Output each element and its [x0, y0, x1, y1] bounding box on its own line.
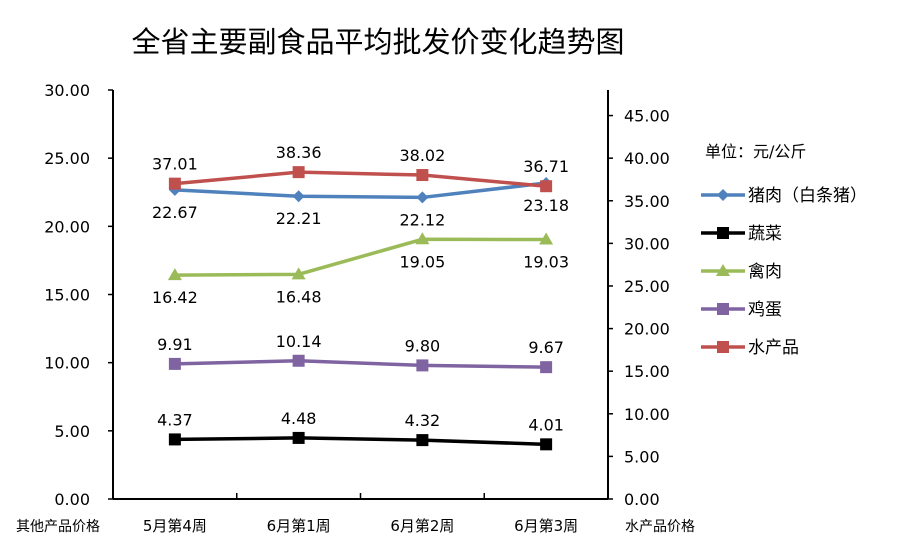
- data-label: 22.21: [276, 209, 322, 228]
- diamond-marker: [416, 191, 429, 204]
- data-label: 38.36: [276, 143, 322, 162]
- data-label: 38.02: [399, 146, 445, 165]
- right-tick-label: 15.00: [624, 362, 670, 381]
- triangle-marker: [167, 268, 182, 281]
- triangle-marker: [539, 232, 554, 245]
- right-tick-label: 35.00: [624, 192, 670, 211]
- square-marker: [416, 434, 429, 447]
- square-marker: [717, 303, 729, 315]
- right-tick-label: 5.00: [624, 447, 660, 466]
- data-label: 4.48: [281, 409, 317, 428]
- right-tick-label: 0.00: [624, 490, 660, 509]
- x-tick-label: 6月第2周: [390, 517, 454, 535]
- series-line: [174, 170, 547, 188]
- legend-label: 水产品: [748, 338, 799, 358]
- legend-label: 猪肉（白条猪）: [748, 186, 867, 206]
- square-marker: [540, 361, 553, 374]
- square-marker: [292, 354, 305, 367]
- series-line: [174, 237, 547, 277]
- right-axis-label: 水产品价格: [625, 519, 695, 535]
- data-label: 4.32: [405, 411, 441, 430]
- right-tick-label: 20.00: [624, 320, 670, 339]
- left-tick-label: 10.00: [44, 354, 90, 373]
- data-label: 22.12: [399, 210, 445, 229]
- x-tick-label: 5月第4周: [143, 517, 207, 535]
- legend-label: 蔬菜: [748, 224, 782, 244]
- series-line: [174, 436, 547, 447]
- series-2: 16.42 16.48 19.05 19.03: [152, 232, 569, 307]
- data-label: 37.01: [152, 155, 198, 174]
- square-marker: [168, 433, 181, 446]
- square-marker: [168, 357, 181, 370]
- data-label: 9.67: [528, 338, 564, 357]
- data-label: 4.01: [528, 415, 564, 434]
- data-label: 4.37: [157, 410, 193, 429]
- square-marker: [292, 431, 305, 444]
- series-0: 22.67 22.21 22.12 23.18: [152, 176, 569, 229]
- data-label: 36.71: [523, 157, 569, 176]
- data-label: 22.67: [152, 203, 198, 222]
- x-tick-label: 6月第3周: [514, 517, 578, 535]
- data-label: 10.14: [276, 332, 322, 351]
- triangle-marker: [716, 264, 730, 276]
- data-label: 23.18: [523, 196, 569, 215]
- series-1: 4.37 4.48 4.32 4.01: [157, 409, 564, 451]
- series-line: [174, 359, 547, 369]
- triangle-marker: [291, 267, 306, 280]
- square-marker: [168, 177, 181, 190]
- square-marker: [540, 438, 553, 451]
- left-tick-label: 30.00: [44, 81, 90, 100]
- right-tick-label: 40.00: [624, 149, 670, 168]
- legend-label: 鸡蛋: [748, 300, 782, 320]
- unit-label: 单位：元/公斤: [705, 142, 806, 161]
- square-marker: [416, 359, 429, 372]
- triangle-marker: [415, 232, 430, 245]
- x-tick-label: 6月第1周: [267, 517, 331, 535]
- left-tick-label: 15.00: [44, 286, 90, 305]
- left-tick-label: 20.00: [44, 217, 90, 236]
- chart-title: 全省主要副食品平均批发价变化趋势图: [131, 25, 624, 59]
- right-tick-label: 45.00: [624, 107, 670, 126]
- left-tick-label: 25.00: [44, 149, 90, 168]
- series-line: [174, 181, 547, 200]
- left-axis-label: 其他产品价格: [16, 519, 100, 535]
- series-3: 9.91 10.14 9.80 9.67: [157, 332, 564, 374]
- left-tick-label: 0.00: [54, 490, 90, 509]
- square-marker: [540, 180, 553, 193]
- legend-label: 禽肉: [748, 262, 782, 282]
- diamond-marker: [292, 190, 305, 203]
- square-marker: [717, 341, 729, 353]
- square-marker: [416, 169, 429, 182]
- square-marker: [717, 227, 729, 239]
- data-label: 16.48: [276, 287, 322, 306]
- right-tick-label: 10.00: [624, 405, 670, 424]
- data-label: 9.91: [157, 335, 193, 354]
- left-tick-label: 5.00: [54, 422, 90, 441]
- right-tick-label: 30.00: [624, 234, 670, 253]
- right-tick-label: 25.00: [624, 277, 670, 296]
- data-label: 19.03: [523, 253, 569, 272]
- diamond-marker: [717, 189, 729, 201]
- series-4: 37.01 38.36 38.02 36.71: [152, 143, 569, 193]
- data-label: 19.05: [399, 252, 445, 271]
- square-marker: [292, 166, 305, 179]
- data-label: 16.42: [152, 288, 198, 307]
- data-label: 9.80: [405, 336, 441, 355]
